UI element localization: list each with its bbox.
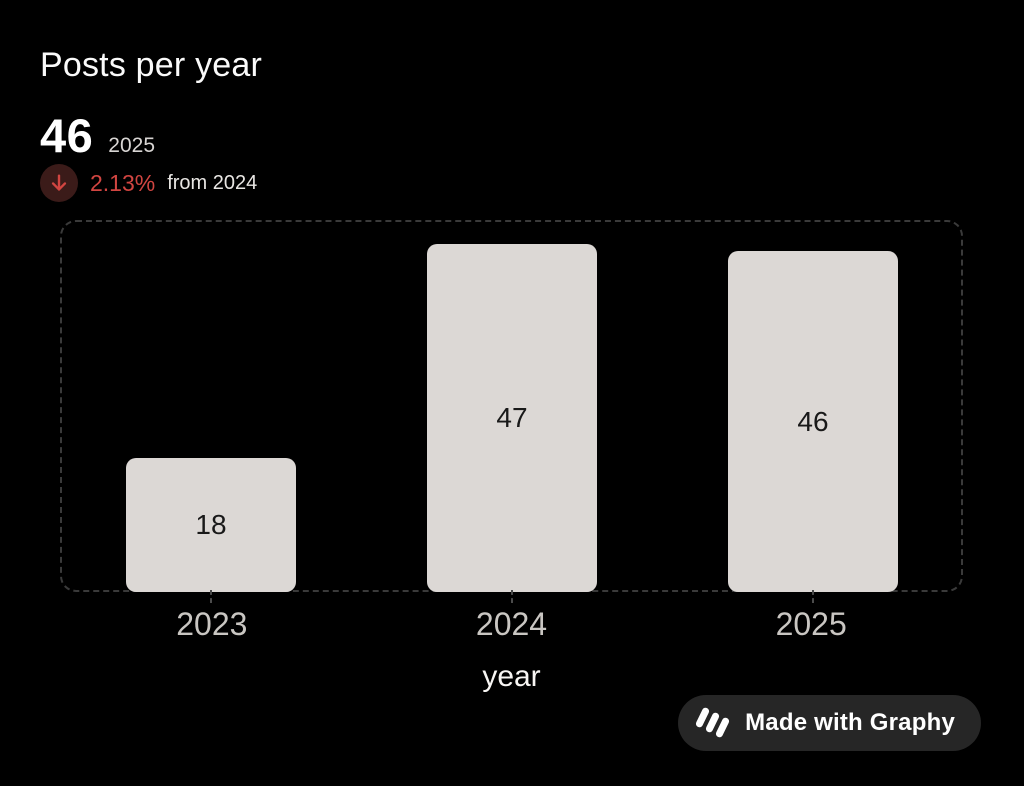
page-title: Posts per year — [40, 46, 263, 84]
x-axis-tick — [812, 590, 814, 603]
x-axis-title: year — [482, 660, 541, 693]
bar-2024[interactable]: 47 — [427, 244, 597, 592]
x-axis-labels: 2023 2024 2025 — [62, 606, 961, 643]
x-axis-tick — [511, 590, 513, 603]
stat-value: 46 — [40, 109, 94, 162]
bar-2023[interactable]: 18 — [126, 458, 296, 592]
bar-value-label: 47 — [496, 402, 528, 433]
x-axis-label-2025: 2025 — [775, 606, 847, 642]
stat-row: 46 2025 — [40, 108, 155, 163]
badge-label: Made with Graphy — [745, 709, 955, 736]
arrow-down-icon — [40, 164, 78, 202]
x-axis-tick — [210, 590, 212, 603]
graphy-logo-icon — [694, 704, 732, 742]
made-with-graphy-badge[interactable]: Made with Graphy — [678, 695, 981, 751]
x-axis-label-2023: 2023 — [176, 606, 248, 642]
change-indicator: 2.13% from 2024 — [40, 164, 257, 202]
bar-value-label: 18 — [195, 509, 227, 540]
x-axis-label-2024: 2024 — [475, 606, 548, 642]
change-percent: 2.13% — [90, 169, 156, 196]
bar-2025[interactable]: 46 — [728, 251, 898, 592]
change-suffix: from 2024 — [167, 171, 258, 194]
bar-value-label: 46 — [797, 405, 829, 437]
chart: 18 47 46 2023 2024 2025 year — [60, 220, 963, 693]
stat-year: 2025 — [108, 134, 155, 157]
plot-area: 18 47 46 2023 2024 2025 — [60, 220, 963, 642]
